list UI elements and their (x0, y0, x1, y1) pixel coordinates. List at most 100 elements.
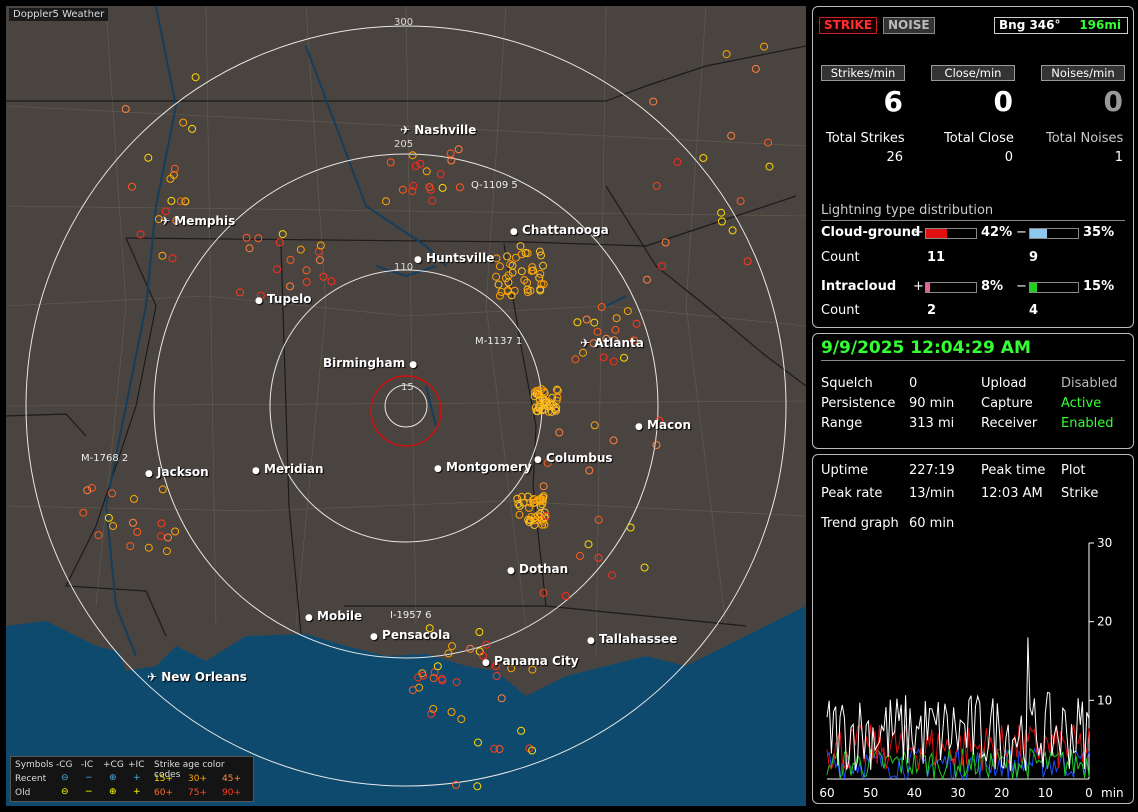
strike-marker (626, 523, 635, 532)
strike-marker (79, 508, 88, 517)
strike-marker (722, 50, 731, 59)
strike-marker (523, 285, 532, 294)
strike-marker (608, 571, 617, 580)
strike-marker (302, 278, 311, 286)
strike-marker (316, 241, 325, 250)
strike-marker (133, 527, 142, 536)
city-name: Pensacola (382, 628, 451, 642)
strike-marker (553, 393, 562, 402)
squelch-label: Squelch (821, 376, 873, 391)
storm-tag[interactable]: M-1137 1 (475, 336, 523, 347)
strike-marker (640, 563, 649, 572)
airport-icon: ✈ (580, 336, 591, 350)
city-label: ✈ Nashville (400, 123, 476, 137)
airport-icon: ✈ (400, 123, 411, 137)
peak-time-label: Peak time (981, 463, 1046, 478)
city-label: ● Meridian (252, 462, 324, 476)
strike-marker (242, 233, 251, 242)
trend-panel: Uptime 227:19 Peak time Plot Peak rate 1… (812, 454, 1134, 804)
peak-time-value: 12:03 AM (981, 486, 1043, 501)
y-tick-label: 10 (1097, 693, 1112, 707)
ic-negative-count: 4 (1029, 303, 1039, 318)
status-panel: 9/9/2025 12:04:29 AM Squelch 0 Upload Di… (812, 333, 1134, 449)
distribution-title: Lightning type distribution (821, 203, 994, 218)
strike-marker (515, 510, 524, 519)
strike-marker (426, 185, 435, 194)
strike-marker (594, 553, 603, 562)
x-tick-label: 30 (950, 786, 965, 800)
strike-marker (539, 482, 548, 491)
upload-label: Upload (981, 376, 1027, 391)
city-dot-icon: ● (510, 227, 518, 237)
strike-marker (589, 339, 598, 348)
storm-tag[interactable]: M-1768 2 (81, 453, 129, 464)
lightning-map[interactable]: Doppler5 Weather 15 110 205 300 ✈ Nashvi… (6, 6, 806, 806)
noise-mode-button[interactable]: NOISE (883, 17, 935, 34)
storm-tag[interactable]: I-1957 6 (390, 610, 432, 621)
strike-marker (286, 282, 294, 291)
strike-marker (327, 277, 336, 286)
strike-marker (541, 398, 550, 407)
strike-marker (245, 244, 254, 253)
strike-marker (497, 694, 506, 703)
strike-marker (717, 217, 726, 226)
strike-marker (538, 406, 547, 415)
uptime-label: Uptime (821, 463, 869, 478)
strike-marker (599, 353, 608, 362)
city-label: ● Montgomery (434, 460, 532, 474)
strike-marker (620, 353, 628, 362)
strike-marker (526, 498, 535, 507)
city-label: ● Jackson (145, 465, 209, 479)
strike-marker (573, 318, 582, 327)
strike-marker (539, 588, 548, 597)
strike-marker (447, 708, 456, 716)
strike-marker (158, 251, 167, 260)
strike-marker (409, 181, 418, 190)
strike-marker (525, 744, 534, 753)
strike-marker (517, 267, 526, 276)
strike-marker (408, 686, 417, 695)
city-name: Montgomery (446, 460, 532, 474)
strike-marker (494, 280, 503, 289)
city-label: ✈ Atlanta (580, 336, 644, 350)
strike-marker (576, 551, 584, 560)
legend-age: 15+ (154, 774, 173, 784)
plot-value[interactable]: Strike (1061, 486, 1099, 501)
total-strikes-value: 26 (886, 150, 903, 165)
strike-marker (157, 519, 166, 528)
strikes-per-min-header[interactable]: Strikes/min (821, 65, 905, 81)
strike-marker (495, 291, 504, 300)
strike-marker (643, 275, 651, 284)
strike-mode-button[interactable]: STRIKE (819, 17, 878, 34)
legend-symbols-label: Symbols (15, 760, 54, 770)
strike-marker (536, 497, 545, 506)
plus-cg-icon: ⊕ (109, 773, 117, 783)
current-datetime: 9/9/2025 12:04:29 AM (821, 338, 1031, 358)
strike-marker (508, 261, 517, 270)
peak-rate-value: 13/min (909, 486, 955, 501)
divider (821, 360, 1125, 361)
strike-marker (516, 242, 525, 251)
close-per-min-header[interactable]: Close/min (931, 65, 1015, 81)
city-dot-icon: ● (252, 466, 260, 476)
strike-marker (539, 261, 547, 270)
range-label: 110 (394, 262, 414, 273)
strike-marker (528, 665, 537, 674)
strike-marker (655, 416, 664, 425)
divider (821, 220, 1125, 221)
strike-marker (164, 533, 172, 542)
strike-marker (528, 746, 537, 755)
strike-marker (540, 513, 549, 522)
city-dot-icon: ● (145, 469, 153, 479)
strike-marker (438, 183, 447, 192)
noises-per-min-header[interactable]: Noises/min (1041, 65, 1125, 81)
strike-marker (416, 159, 425, 168)
storm-tag[interactable]: Q-1109 5 (471, 180, 518, 191)
city-name: Birmingham (323, 356, 406, 370)
strike-marker (765, 162, 774, 171)
ic-negative-bar (1029, 282, 1079, 293)
city-label: ● Panama City (482, 654, 579, 668)
city-label: ● Macon (635, 418, 691, 432)
minus-cg-icon: ⊖ (61, 773, 69, 783)
city-label: ✈ New Orleans (147, 670, 247, 684)
